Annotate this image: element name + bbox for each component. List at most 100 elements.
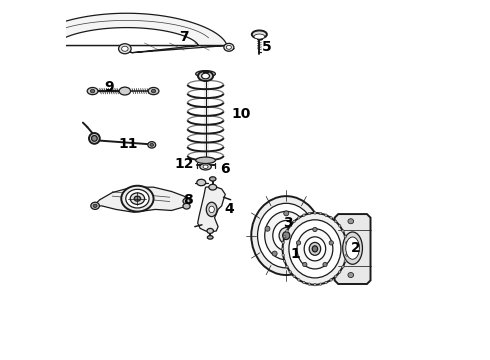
Ellipse shape: [150, 143, 153, 146]
Text: 11: 11: [119, 137, 138, 151]
Ellipse shape: [293, 275, 295, 278]
Ellipse shape: [283, 231, 290, 239]
Ellipse shape: [89, 133, 100, 144]
Ellipse shape: [283, 213, 347, 285]
Ellipse shape: [201, 73, 210, 79]
Ellipse shape: [283, 235, 286, 238]
Ellipse shape: [200, 163, 211, 170]
Ellipse shape: [282, 241, 284, 244]
Ellipse shape: [297, 229, 333, 269]
Ellipse shape: [122, 46, 128, 51]
Ellipse shape: [196, 157, 216, 163]
Ellipse shape: [297, 217, 300, 219]
Text: 7: 7: [179, 30, 189, 44]
Ellipse shape: [319, 283, 322, 285]
Ellipse shape: [207, 228, 214, 233]
Ellipse shape: [345, 241, 348, 244]
Ellipse shape: [308, 283, 311, 285]
Ellipse shape: [325, 214, 327, 216]
Ellipse shape: [91, 202, 99, 210]
Ellipse shape: [303, 281, 305, 284]
Ellipse shape: [254, 34, 265, 39]
Ellipse shape: [93, 204, 97, 207]
Ellipse shape: [251, 196, 321, 275]
Ellipse shape: [206, 202, 217, 217]
Text: 8: 8: [183, 193, 193, 207]
Ellipse shape: [289, 225, 292, 227]
Polygon shape: [26, 13, 234, 53]
Ellipse shape: [252, 31, 267, 39]
Ellipse shape: [272, 251, 277, 256]
Text: 5: 5: [262, 40, 271, 54]
Text: 1: 1: [291, 247, 300, 261]
Ellipse shape: [148, 87, 159, 95]
Ellipse shape: [203, 165, 208, 168]
Ellipse shape: [134, 196, 141, 201]
Text: 10: 10: [232, 107, 251, 121]
Ellipse shape: [313, 227, 317, 231]
Ellipse shape: [346, 248, 348, 250]
Ellipse shape: [130, 193, 145, 204]
Ellipse shape: [226, 45, 231, 49]
Ellipse shape: [183, 203, 190, 209]
Ellipse shape: [308, 212, 311, 215]
Ellipse shape: [293, 220, 295, 222]
Ellipse shape: [289, 220, 341, 278]
Ellipse shape: [126, 189, 149, 208]
Ellipse shape: [344, 235, 346, 238]
Ellipse shape: [348, 273, 354, 278]
Ellipse shape: [286, 266, 288, 268]
Text: 3: 3: [283, 216, 293, 230]
Ellipse shape: [87, 87, 98, 95]
Text: 6: 6: [220, 162, 230, 176]
Ellipse shape: [296, 241, 301, 245]
Text: 2: 2: [351, 241, 361, 255]
Ellipse shape: [197, 179, 206, 186]
Ellipse shape: [289, 271, 292, 273]
Ellipse shape: [286, 230, 288, 232]
Ellipse shape: [151, 89, 156, 93]
Ellipse shape: [339, 225, 341, 227]
Text: 12: 12: [174, 157, 194, 171]
Ellipse shape: [122, 186, 153, 212]
Ellipse shape: [334, 275, 337, 278]
Text: 4: 4: [224, 202, 234, 216]
Ellipse shape: [209, 184, 217, 190]
Ellipse shape: [265, 226, 270, 231]
Ellipse shape: [198, 71, 213, 81]
Ellipse shape: [207, 235, 213, 239]
Ellipse shape: [295, 251, 300, 256]
Ellipse shape: [314, 212, 316, 214]
Ellipse shape: [309, 242, 320, 255]
Text: 9: 9: [104, 80, 114, 94]
Ellipse shape: [265, 211, 308, 260]
Ellipse shape: [148, 141, 156, 148]
Ellipse shape: [329, 241, 334, 245]
Ellipse shape: [343, 232, 363, 264]
Ellipse shape: [282, 254, 284, 256]
Ellipse shape: [334, 220, 337, 222]
Ellipse shape: [323, 262, 327, 267]
Ellipse shape: [303, 262, 307, 267]
Ellipse shape: [119, 87, 131, 95]
Ellipse shape: [319, 212, 322, 215]
Ellipse shape: [302, 226, 308, 231]
Ellipse shape: [346, 237, 359, 259]
Ellipse shape: [196, 71, 216, 77]
Ellipse shape: [183, 198, 190, 204]
Ellipse shape: [342, 230, 344, 232]
Ellipse shape: [314, 283, 316, 286]
Ellipse shape: [258, 203, 315, 268]
Ellipse shape: [348, 219, 354, 224]
Ellipse shape: [345, 254, 348, 256]
Ellipse shape: [330, 217, 332, 219]
Ellipse shape: [284, 211, 289, 216]
Polygon shape: [93, 187, 190, 212]
Ellipse shape: [303, 214, 305, 216]
Ellipse shape: [281, 248, 284, 250]
Ellipse shape: [304, 237, 326, 261]
Ellipse shape: [119, 44, 131, 54]
Ellipse shape: [91, 89, 95, 93]
Ellipse shape: [224, 43, 234, 51]
Ellipse shape: [92, 135, 97, 141]
